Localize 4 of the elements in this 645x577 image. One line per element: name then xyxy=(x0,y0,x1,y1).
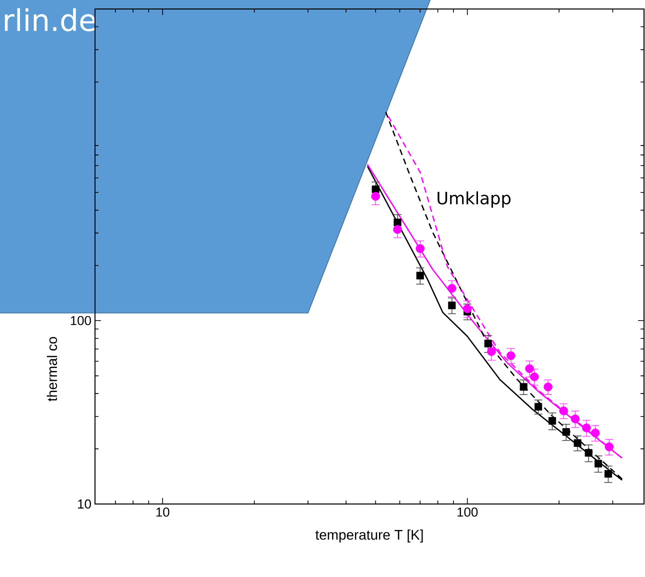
annotation: rlin.de xyxy=(4,8,96,32)
annotation: Umklapp xyxy=(438,191,511,208)
x-axis-title: temperature T [K] xyxy=(315,530,423,542)
y-axis-title: thermal co xyxy=(46,336,58,402)
